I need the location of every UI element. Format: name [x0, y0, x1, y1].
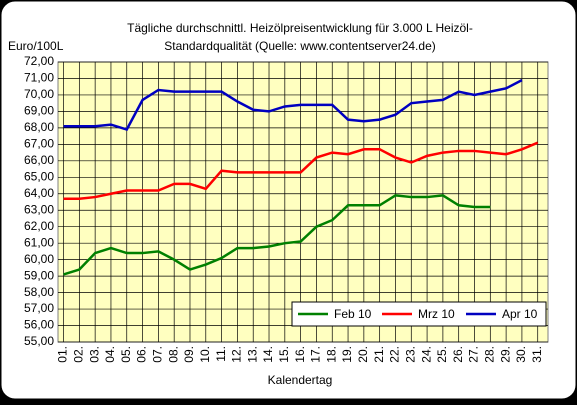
y-axis-label: Euro/100L	[8, 39, 64, 53]
x-tick-label: 31.	[530, 346, 544, 363]
legend-label: Feb 10	[334, 307, 372, 321]
x-tick-label: 21.	[372, 346, 386, 363]
y-tick-label: 69,00	[24, 104, 54, 118]
x-tick-label: 25.	[435, 346, 449, 363]
x-tick-label: 04.	[103, 346, 117, 363]
x-tick-label: 24.	[419, 346, 433, 363]
legend-label: Mrz 10	[418, 307, 455, 321]
y-tick-label: 55,00	[24, 334, 54, 348]
x-tick-label: 06.	[135, 346, 149, 363]
series-line	[63, 194, 491, 276]
y-tick-label: 65,00	[24, 169, 54, 183]
x-tick-label: 27.	[467, 346, 481, 363]
x-tick-label: 28.	[482, 346, 496, 363]
y-tick-label: 60,00	[24, 252, 54, 266]
x-tick-label: 14.	[261, 346, 275, 363]
legend	[291, 301, 547, 327]
y-tick-label: 64,00	[24, 186, 54, 200]
legend-label: Apr 10	[502, 307, 538, 321]
x-tick-label: 29.	[498, 346, 512, 363]
chart-subtitle: Standardqualität (Quelle: www.contentser…	[164, 39, 435, 53]
x-tick-label: 12.	[230, 346, 244, 363]
y-tick-label: 62,00	[24, 219, 54, 233]
x-tick-label: 26.	[451, 346, 465, 363]
x-tick-label: 16.	[293, 346, 307, 363]
x-tick-label: 09.	[182, 346, 196, 363]
x-tick-label: 02.	[72, 346, 86, 363]
x-tick-label: 08.	[166, 346, 180, 363]
y-tick-label: 61,00	[24, 235, 54, 249]
chart-title: Tägliche durchschnittl. Heizölpreisentwi…	[127, 21, 473, 35]
x-tick-label: 03.	[87, 346, 101, 363]
y-tick-label: 66,00	[24, 153, 54, 167]
series-line	[63, 141, 539, 200]
x-tick-label: 10.	[198, 346, 212, 363]
y-tick-label: 59,00	[24, 268, 54, 282]
y-tick-label: 63,00	[24, 202, 54, 216]
x-tick-label: 05.	[119, 346, 133, 363]
x-tick-label: 19.	[340, 346, 354, 363]
x-tick-label: 20.	[356, 346, 370, 363]
x-tick-label: 17.	[309, 346, 323, 363]
x-tick-label: 30.	[514, 346, 528, 363]
x-tick-label: 18.	[324, 346, 338, 363]
x-tick-label: 11.	[214, 346, 228, 362]
y-tick-label: 68,00	[24, 120, 54, 134]
y-tick-label: 70,00	[24, 87, 54, 101]
x-tick-label: 15.	[277, 346, 291, 363]
x-tick-label: 22.	[388, 346, 402, 363]
y-tick-label: 58,00	[24, 285, 54, 299]
y-tick-label: 72,00	[24, 54, 54, 68]
y-tick-label: 56,00	[24, 318, 54, 332]
x-tick-label: 01.	[56, 346, 70, 363]
series-line	[63, 79, 523, 132]
x-tick-label: 23.	[403, 346, 417, 363]
plot-area	[57, 61, 549, 343]
x-tick-label: 07.	[151, 346, 165, 363]
x-axis-label: Kalendertag	[268, 373, 333, 387]
y-tick-label: 67,00	[24, 137, 54, 151]
y-tick-label: 57,00	[24, 301, 54, 315]
y-tick-label: 71,00	[24, 71, 54, 85]
x-tick-label: 13.	[245, 346, 259, 363]
